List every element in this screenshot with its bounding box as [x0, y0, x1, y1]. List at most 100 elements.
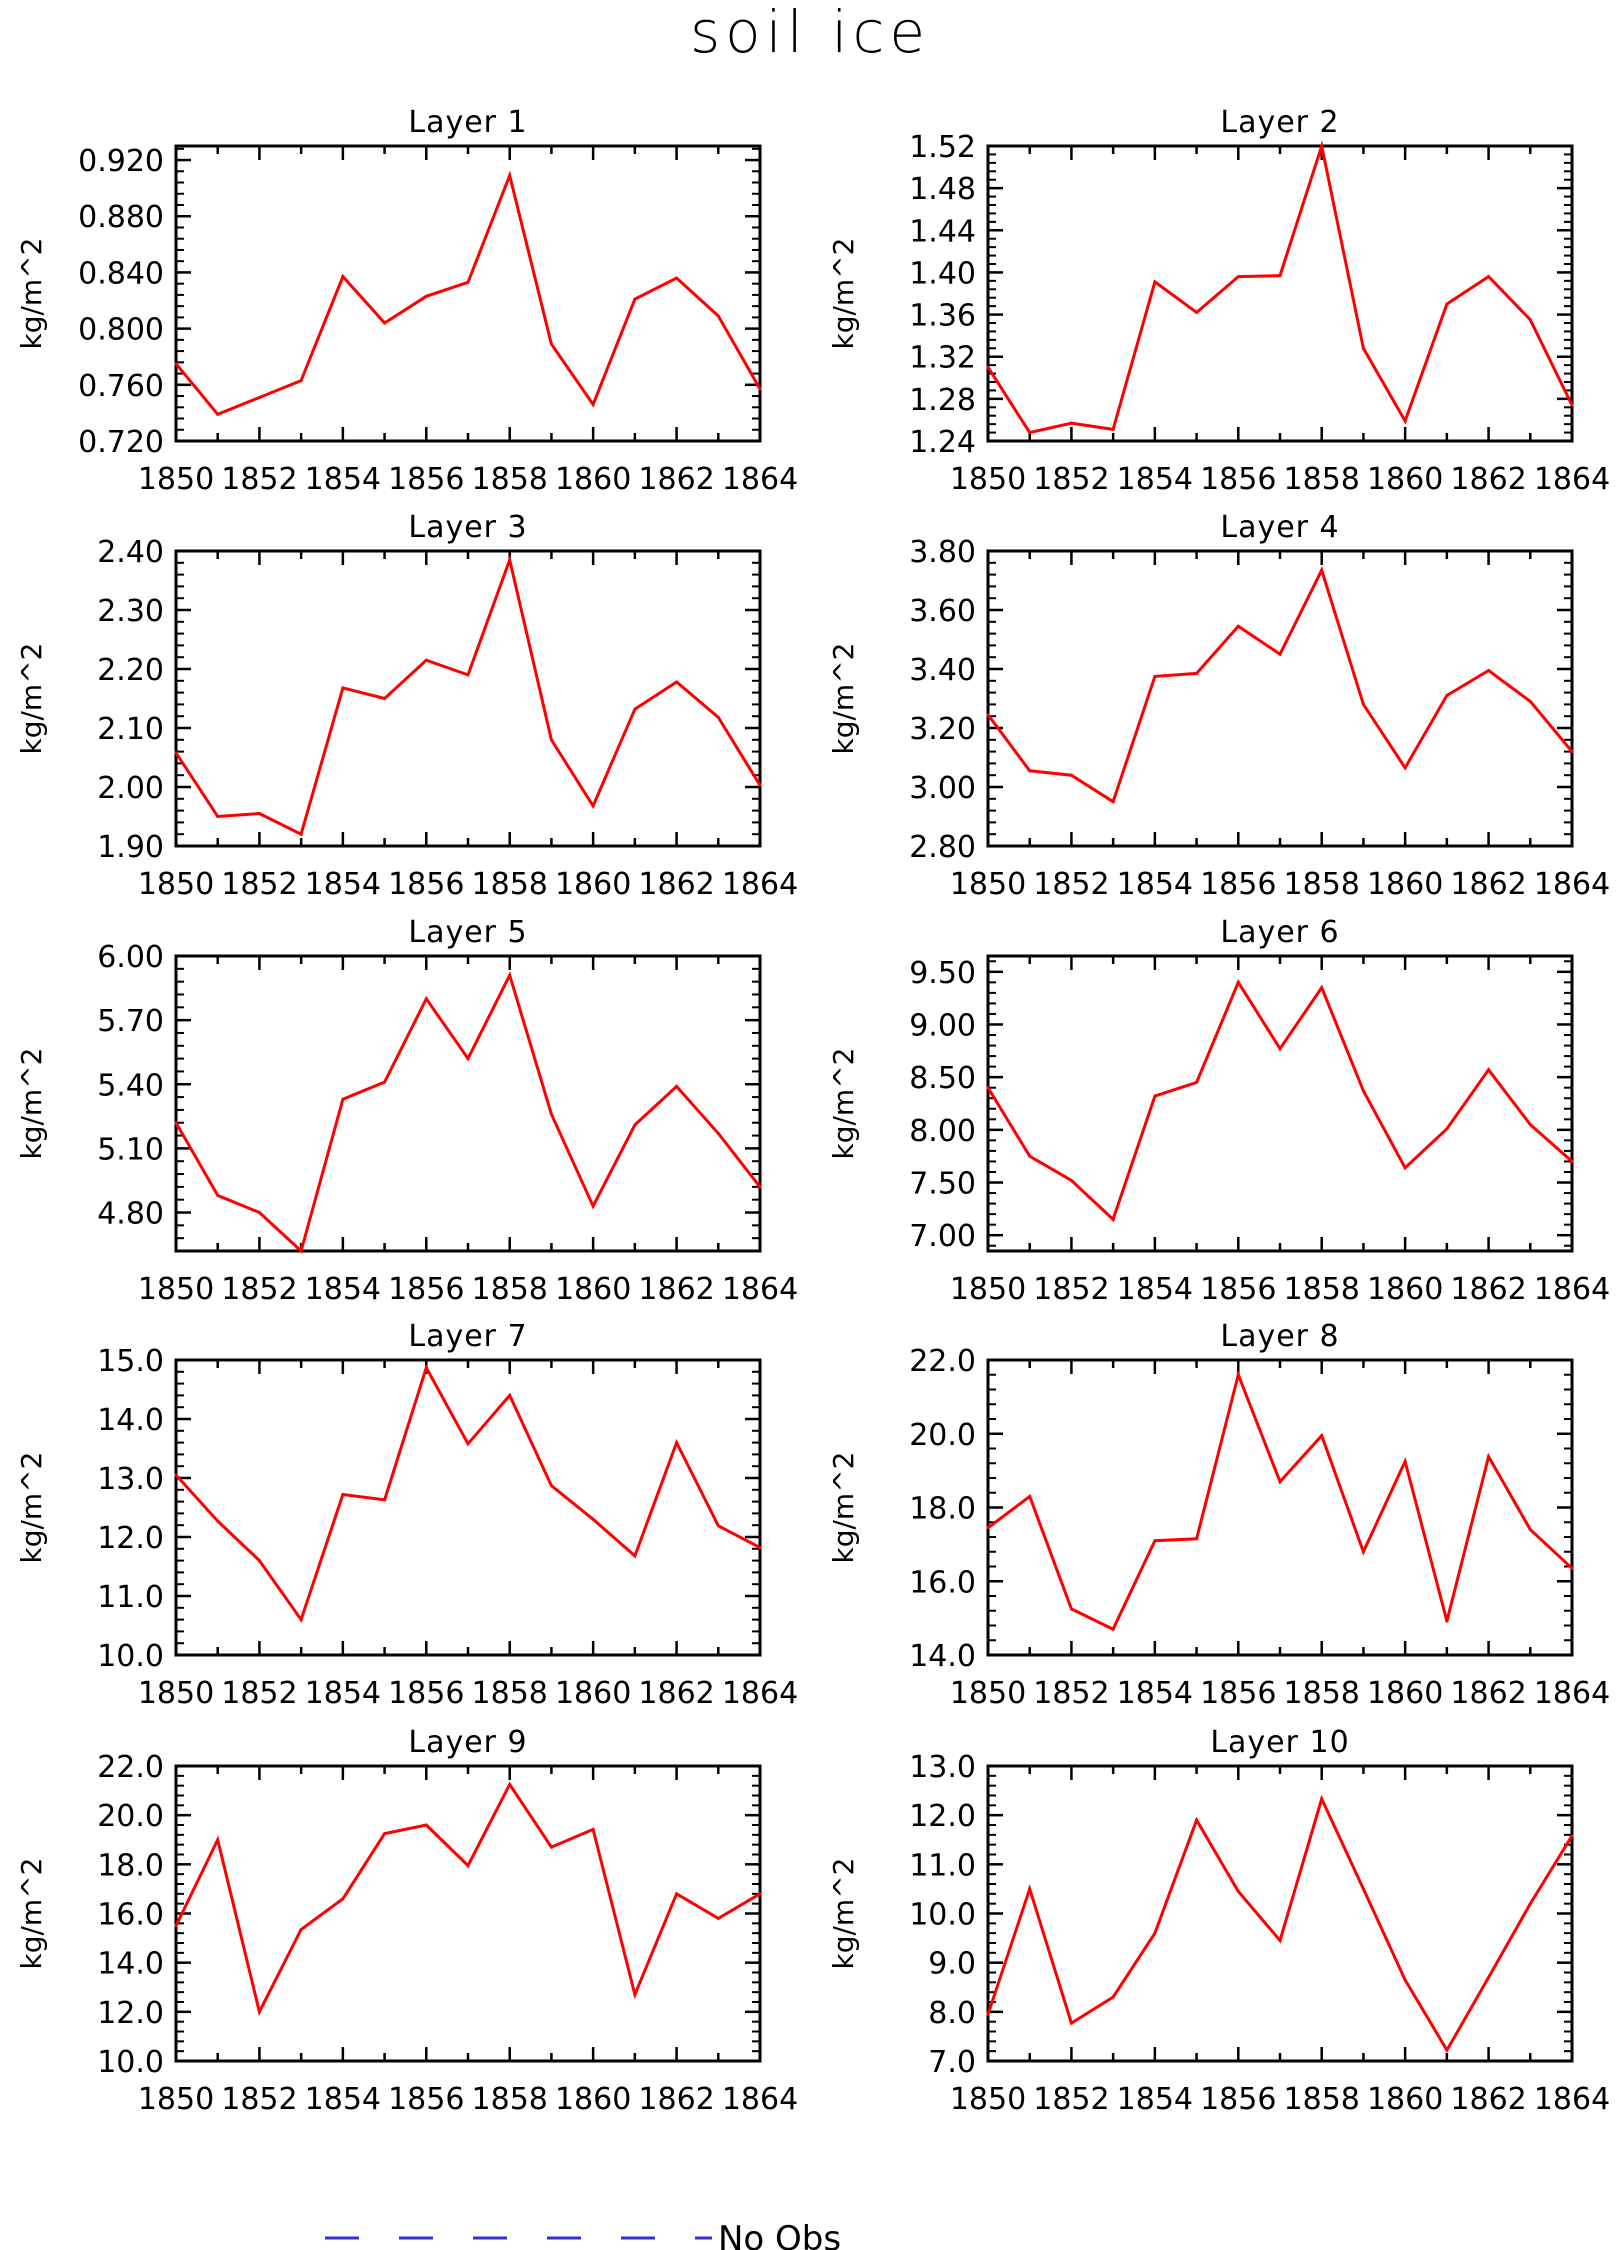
data-point [1195, 310, 1199, 314]
y-tick-label: 1.36 [909, 299, 976, 334]
x-tick-label: 1862 [1450, 1272, 1526, 1307]
data-point [1361, 1550, 1365, 1554]
data-point [1236, 980, 1240, 984]
x-tick-label: 1862 [638, 1676, 714, 1711]
y-tick-label: 3.80 [909, 535, 976, 570]
y-tick-label: 12.0 [97, 1996, 164, 2031]
y-tick-label: 5.10 [97, 1132, 164, 1167]
data-point [1570, 403, 1574, 407]
y-tick-label: 1.32 [909, 341, 976, 376]
data-point [591, 402, 595, 406]
x-tick-label: 1854 [305, 1676, 381, 1711]
data-point [1528, 699, 1532, 703]
data-point [216, 1519, 220, 1523]
data-point [591, 1204, 595, 1208]
data-point [1528, 1123, 1532, 1127]
y-tick-label: 2.00 [97, 771, 164, 806]
data-point [466, 673, 470, 677]
plot-frame [174, 1764, 762, 2063]
data-point [633, 297, 637, 301]
x-tick-label: 1852 [1033, 2082, 1109, 2117]
legend-label-no-obs: No Obs [718, 2219, 841, 2250]
panel-title: Layer 7 [408, 1319, 527, 1354]
x-tick-label: 1856 [388, 1676, 464, 1711]
x-tick-label: 1856 [1200, 1676, 1276, 1711]
x-tick-label: 1858 [1284, 2082, 1360, 2117]
data-point [1445, 1619, 1449, 1623]
data-point [716, 1524, 720, 1528]
x-tick-label: 1862 [638, 867, 714, 902]
data-point [216, 412, 220, 416]
x-tick-label: 1850 [138, 867, 214, 902]
data-point [1111, 427, 1115, 431]
data-point [1069, 421, 1073, 425]
series-line [174, 170, 762, 417]
x-tick-label: 1850 [138, 2082, 214, 2117]
x-tick-label: 1852 [1033, 462, 1109, 497]
data-point [758, 1546, 762, 1550]
data-point [257, 2010, 261, 2014]
x-tick-label: 1860 [1367, 1272, 1443, 1307]
panel-title: Layer 9 [408, 1725, 527, 1760]
data-point [1403, 419, 1407, 423]
data-point [257, 812, 261, 816]
plot-frame [174, 1358, 762, 1657]
data-point [758, 1892, 762, 1896]
x-tick-label: 1852 [1033, 867, 1109, 902]
y-tick-label: 9.0 [928, 1947, 976, 1982]
y-tick-label: 8.00 [909, 1114, 976, 1149]
data-point [1570, 1834, 1574, 1838]
data-point [986, 713, 990, 717]
data-point [1236, 1373, 1240, 1377]
x-tick-label: 1850 [138, 1272, 214, 1307]
series-line [174, 971, 762, 1254]
x-tick-label: 1854 [305, 867, 381, 902]
series-line [174, 554, 762, 837]
data-point [1320, 986, 1324, 990]
data-point [1236, 1889, 1240, 1893]
y-tick-label: 13.0 [97, 1462, 164, 1497]
data-point [299, 832, 303, 836]
x-tick-label: 1854 [1117, 1272, 1193, 1307]
data-point [383, 1080, 387, 1084]
data-point [591, 1827, 595, 1831]
data-point [1445, 1127, 1449, 1131]
data-point [257, 395, 261, 399]
figure-title: soil ice [690, 0, 930, 66]
x-tick-label: 1858 [472, 1676, 548, 1711]
data-point [1028, 1154, 1032, 1158]
y-tick-label: 2.20 [97, 653, 164, 688]
data-point [716, 1131, 720, 1135]
y-tick-label: 2.30 [97, 594, 164, 629]
y-axis-label: kg/m^2 [15, 1452, 48, 1564]
series-line [987, 1369, 1574, 1632]
y-tick-label: 1.52 [909, 130, 976, 165]
y-axis-label: kg/m^2 [827, 1858, 860, 1970]
x-tick-label: 1858 [1284, 867, 1360, 902]
x-tick-label: 1858 [472, 1272, 548, 1307]
data-point [675, 1084, 679, 1088]
y-tick-label: 9.50 [909, 956, 976, 991]
x-tick-label: 1850 [950, 1272, 1026, 1307]
y-tick-label: 7.50 [909, 1167, 976, 1202]
plot-frame [174, 549, 762, 848]
x-tick-label: 1860 [1367, 462, 1443, 497]
plot-frame [986, 549, 1574, 848]
panel-title: Layer 1 [408, 105, 527, 140]
x-tick-label: 1864 [722, 1676, 798, 1711]
y-tick-label: 0.720 [78, 425, 164, 460]
y-tick-label: 18.0 [97, 1848, 164, 1883]
data-point [341, 686, 345, 690]
y-tick-label: 3.60 [909, 594, 976, 629]
data-point [466, 1057, 470, 1061]
x-tick-label: 1858 [1284, 1676, 1360, 1711]
x-tick-label: 1864 [1534, 867, 1610, 902]
x-tick-label: 1850 [950, 867, 1026, 902]
y-tick-label: 20.0 [909, 1418, 976, 1453]
data-point [508, 558, 512, 562]
y-tick-label: 8.50 [909, 1061, 976, 1096]
